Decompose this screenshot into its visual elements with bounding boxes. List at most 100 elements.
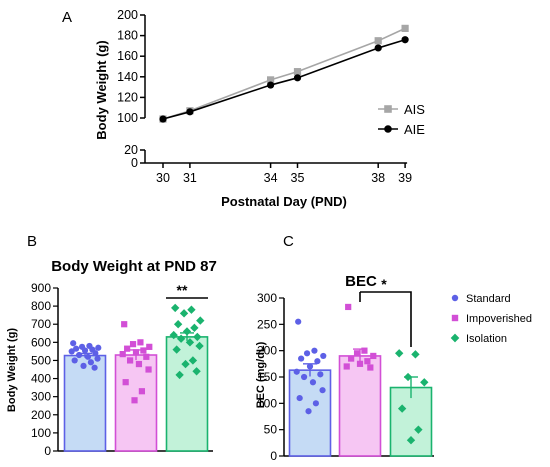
panel-b-y-axis-label: Body Weight (g) bbox=[6, 328, 18, 412]
panel-b-point-standard bbox=[84, 353, 92, 360]
panel-b-point-isolation bbox=[172, 345, 181, 354]
panel-b-y-tick-label: 700 bbox=[31, 317, 51, 331]
panel-a-point-aie bbox=[267, 81, 275, 89]
panel-c-point-standard bbox=[303, 350, 311, 357]
panel-b-y-tick-label: 200 bbox=[31, 408, 51, 422]
panel-c-significance-bracket bbox=[360, 291, 412, 347]
panel-a-point-aie bbox=[159, 115, 167, 123]
panel-b-point-isolation bbox=[190, 323, 199, 333]
panel-b-point-standard bbox=[95, 344, 102, 351]
panel-b-point-impoverished bbox=[132, 349, 140, 356]
panel-b-point-isolation bbox=[179, 309, 189, 318]
panel-b-point-standard bbox=[92, 350, 99, 357]
panel-a-x-tick-label: 31 bbox=[183, 171, 197, 185]
panel-b-point-standard bbox=[73, 345, 80, 352]
panel-c-legend-marker-impoverished bbox=[451, 314, 459, 322]
panel-b-point-impoverished bbox=[140, 347, 147, 354]
panel-a-y-tick-label: 160 bbox=[117, 49, 138, 63]
panel-b-y-tick-label: 600 bbox=[31, 335, 51, 349]
panel-c-point-standard bbox=[314, 358, 321, 365]
panel-c-point-impoverished bbox=[343, 363, 350, 370]
panel-c-point-standard bbox=[293, 368, 300, 375]
panel-b-point-impoverished bbox=[137, 339, 144, 346]
panel-b-point-impoverished bbox=[146, 343, 153, 350]
panel-b-point-isolation bbox=[169, 330, 178, 340]
panel-c-point-standard bbox=[305, 408, 312, 415]
panel-a-point-ais bbox=[374, 37, 382, 45]
panel-c-significance-label: * bbox=[381, 276, 387, 292]
panel-a-point-ais bbox=[267, 76, 275, 84]
panel-b-point-impoverished bbox=[124, 345, 131, 352]
panel-b-y-tick-label: 900 bbox=[31, 281, 51, 295]
panel-b-point-isolation bbox=[196, 316, 205, 325]
panel-a-legend-marker-ais bbox=[384, 105, 392, 113]
panel-a-y-tick-label: 200 bbox=[117, 8, 138, 22]
panel-c-point-impoverished bbox=[367, 364, 374, 371]
panel-a-y-tick-label: 180 bbox=[117, 29, 138, 43]
panel-b-point-isolation bbox=[182, 327, 192, 336]
panel-c-point-standard bbox=[311, 347, 318, 354]
panel-a-point-aie bbox=[293, 74, 302, 82]
panel-c-point-impoverished bbox=[356, 360, 364, 367]
panel-c-y-tick-label: 150 bbox=[257, 370, 277, 384]
panel-c-legend-label-impoverished: Impoverished bbox=[466, 313, 532, 325]
panel-b-y-tick-label: 300 bbox=[31, 390, 51, 404]
panel-c-point-impoverished bbox=[345, 303, 352, 311]
panel-label-a: A bbox=[62, 9, 72, 26]
panel-a-x-tick-label: 35 bbox=[291, 171, 305, 185]
panel-a-point-aie bbox=[401, 36, 409, 44]
panel-a-x-tick-label: 39 bbox=[398, 171, 412, 185]
panel-c-legend-label-isolation: Isolation bbox=[466, 333, 507, 345]
panel-c-legend-label-standard: Standard bbox=[466, 293, 511, 305]
panel-a-series-line-aie bbox=[162, 38, 406, 120]
panel-a-legend-label-aie: AIE bbox=[404, 122, 425, 137]
panel-c-point-isolation bbox=[395, 349, 404, 358]
panel-a-point-aie bbox=[374, 44, 382, 52]
panel-label-c: C bbox=[283, 233, 294, 250]
panel-b-point-isolation bbox=[171, 303, 180, 313]
panel-b-point-isolation bbox=[188, 356, 198, 365]
panel-b-point-standard bbox=[68, 348, 75, 355]
panel-c-point-standard bbox=[306, 363, 314, 370]
panel-c-y-axis-label: BEC (mg/dL) bbox=[255, 341, 267, 408]
panel-b-point-impoverished bbox=[126, 357, 134, 364]
panel-c-y-tick-label: 100 bbox=[257, 396, 277, 410]
panel-a-x-axis-label: Postnatal Day (PND) bbox=[221, 194, 347, 209]
panel-b-point-standard bbox=[71, 357, 78, 364]
panel-c-y-tick-label: 250 bbox=[257, 317, 277, 331]
panel-a-series-line-ais bbox=[162, 27, 406, 120]
panel-b-point-impoverished bbox=[135, 360, 143, 368]
panel-b-point-isolation bbox=[176, 334, 186, 343]
panel-b-point-isolation bbox=[187, 305, 196, 314]
panel-b-point-isolation bbox=[173, 320, 183, 329]
panel-a-x-tick-label: 38 bbox=[371, 171, 385, 185]
panel-c-point-impoverished bbox=[364, 358, 371, 365]
panel-b-bar-isolation bbox=[165, 336, 209, 452]
panel-b-point-impoverished bbox=[122, 379, 129, 386]
panel-c-bar-impoverished bbox=[338, 355, 382, 457]
panel-c-point-standard bbox=[319, 387, 326, 394]
panel-a-legend-label-ais: AIS bbox=[404, 102, 425, 117]
panel-a-point-ais bbox=[401, 24, 409, 32]
panel-b-point-isolation bbox=[193, 332, 202, 342]
panel-c-point-standard bbox=[312, 400, 320, 407]
panel-b-y-tick-label: 500 bbox=[31, 353, 51, 367]
panel-b-point-isolation bbox=[195, 341, 204, 351]
panel-c-point-impoverished bbox=[348, 355, 355, 362]
panel-b-point-standard bbox=[75, 351, 83, 359]
panel-c-point-standard bbox=[300, 373, 308, 381]
panel-b-point-impoverished bbox=[145, 366, 152, 373]
panel-c-point-standard bbox=[298, 355, 305, 362]
panel-b-y-tick-label: 100 bbox=[31, 426, 51, 440]
panel-c-legend-marker-standard bbox=[451, 294, 459, 302]
panel-a-point-ais bbox=[293, 68, 302, 76]
panel-b-point-impoverished bbox=[143, 353, 150, 360]
panel-c-y-tick-label: 0 bbox=[270, 449, 277, 463]
panel-b-point-isolation bbox=[185, 338, 195, 347]
panel-c-point-isolation bbox=[397, 404, 407, 413]
panel-b-significance-label: ** bbox=[177, 282, 188, 298]
panel-b-bar-chart: Body Weight at PND 87 Body Weight (g) 0 1… bbox=[6, 258, 217, 458]
panel-c-point-standard bbox=[296, 394, 303, 402]
panel-a-line-chart: Body Weight (g) Postnatal Day (PND) 100 1… bbox=[94, 8, 425, 209]
